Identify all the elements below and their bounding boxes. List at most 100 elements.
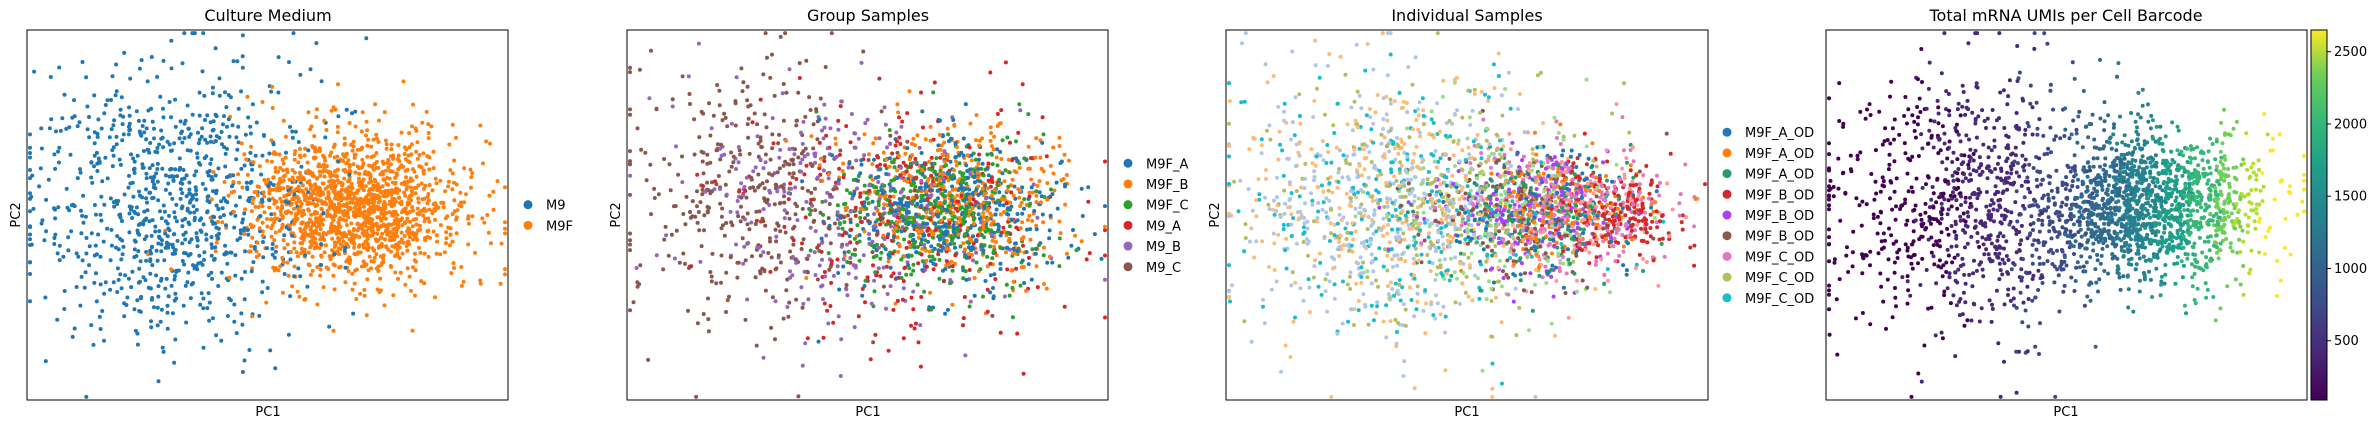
scatter-point — [308, 245, 313, 250]
scatter-point — [148, 286, 153, 291]
scatter-point — [930, 254, 935, 259]
scatter-point — [842, 253, 847, 258]
scatter-point — [895, 221, 900, 226]
scatter-point — [431, 229, 436, 234]
scatter-point — [389, 188, 394, 193]
scatter-point — [963, 207, 968, 212]
scatter-point — [853, 252, 858, 257]
scatter-point — [173, 337, 178, 342]
scatter-point — [385, 232, 390, 237]
scatter-point — [348, 232, 353, 236]
scatter-point — [95, 169, 100, 173]
scatter-point — [656, 192, 661, 197]
scatter-point — [251, 197, 256, 202]
scatter-point — [695, 172, 700, 177]
scatter-point — [649, 48, 653, 53]
scatter-point — [1488, 201, 1493, 206]
scatter-point — [326, 230, 331, 235]
scatter-point — [222, 252, 227, 257]
scatter-point — [347, 256, 352, 261]
scatter-point — [888, 265, 893, 270]
scatter-point — [336, 114, 341, 119]
scatter-point — [1001, 203, 1006, 208]
scatter-point — [205, 198, 210, 203]
scatter-point — [231, 173, 236, 178]
scatter-point — [297, 170, 302, 175]
scatter-point — [452, 198, 457, 203]
scatter-point — [911, 223, 916, 228]
scatter-point — [733, 123, 738, 128]
scatter-point — [782, 216, 787, 221]
scatter-point — [288, 294, 293, 299]
scatter-point — [761, 355, 766, 360]
scatter-point — [628, 107, 632, 112]
scatter-point — [755, 134, 760, 139]
scatter-point — [990, 313, 995, 318]
scatter-point — [417, 223, 422, 228]
scatter-point — [316, 198, 320, 203]
scatter-point — [211, 119, 216, 124]
scatter-point — [800, 305, 805, 310]
scatter-point — [989, 193, 994, 198]
scatter-point — [115, 202, 120, 206]
scatter-point — [329, 199, 334, 204]
scatter-point — [226, 193, 231, 198]
scatter-point — [686, 74, 691, 79]
scatter-point — [55, 251, 60, 256]
scatter-point — [249, 144, 253, 149]
scatter-point — [383, 168, 388, 173]
scatter-point — [931, 90, 936, 95]
scatter-point — [375, 224, 380, 229]
scatter-point — [876, 155, 881, 160]
scatter-point — [297, 294, 302, 299]
scatter-point — [304, 187, 309, 192]
scatter-point — [276, 90, 281, 95]
scatter-point — [392, 220, 397, 225]
scatter-point — [286, 273, 291, 278]
scatter-point — [273, 230, 278, 235]
scatter-point — [318, 267, 323, 272]
scatter-point — [170, 242, 175, 247]
scatter-point — [72, 114, 77, 119]
scatter-point — [1002, 294, 1007, 299]
scatter-point — [404, 175, 408, 180]
scatter-point — [1655, 173, 1659, 178]
scatter-point — [936, 143, 941, 148]
scatter-point — [407, 160, 412, 165]
scatter-point — [222, 180, 227, 184]
scatter-point — [365, 172, 370, 177]
scatter-point — [180, 140, 185, 145]
scatter-point — [725, 124, 730, 129]
scatter-point — [794, 177, 799, 181]
scatter-point — [952, 214, 957, 219]
scatter-point — [944, 163, 948, 168]
scatter-point — [312, 134, 317, 139]
scatter-point — [202, 93, 207, 98]
scatter-point — [1005, 230, 1010, 235]
scatter-point — [202, 257, 206, 262]
scatter-point — [681, 251, 686, 256]
scatter-point — [298, 155, 303, 159]
scatter-point — [953, 141, 958, 146]
scatter-point — [1041, 220, 1046, 225]
scatter-point — [393, 180, 398, 185]
scatter-point — [64, 186, 69, 191]
scatter-point — [365, 242, 370, 247]
scatter-point — [910, 242, 915, 247]
scatter-point — [407, 145, 412, 150]
scatter-point — [229, 250, 234, 255]
scatter-point — [1000, 138, 1005, 143]
scatter-point — [921, 125, 925, 130]
scatter-point — [409, 288, 413, 293]
scatter-point — [955, 199, 960, 204]
scatter-point — [200, 69, 205, 74]
scatter-point — [915, 133, 920, 138]
scatter-point — [980, 161, 985, 166]
scatter-point — [990, 256, 995, 261]
scatter-point — [916, 261, 921, 266]
scatter-point — [119, 286, 124, 291]
scatter-point — [826, 216, 831, 221]
scatter-point — [881, 284, 886, 289]
scatter-point — [407, 235, 412, 240]
scatter-point — [143, 278, 148, 283]
